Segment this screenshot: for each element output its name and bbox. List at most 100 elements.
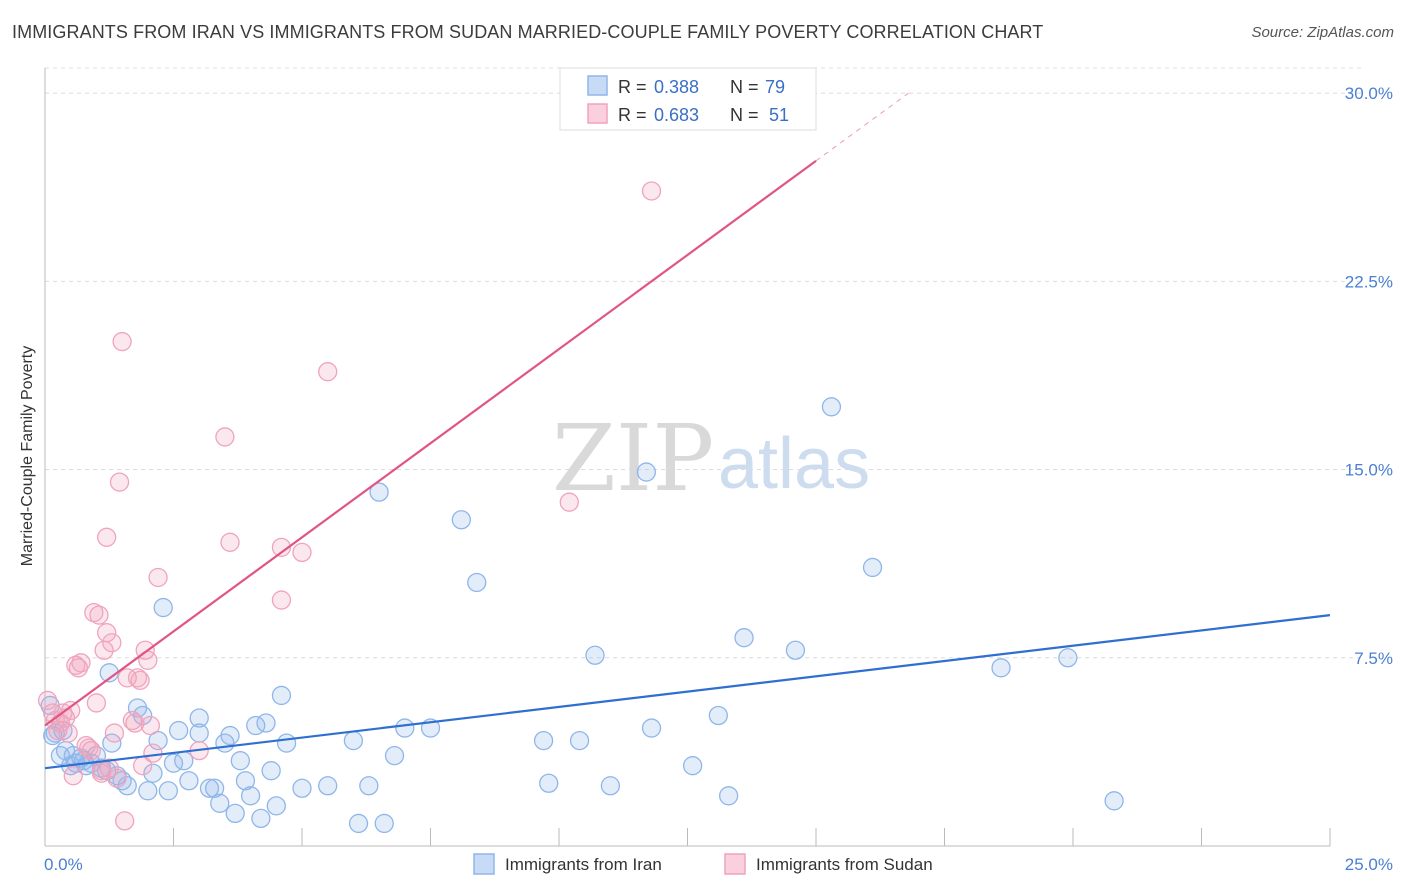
iran-point bbox=[225, 803, 245, 824]
iran-point bbox=[600, 776, 621, 796]
sudan-point bbox=[86, 693, 107, 713]
trend-lines bbox=[44, 92, 1331, 770]
iran-point bbox=[467, 572, 487, 593]
sudan-point bbox=[97, 623, 117, 643]
sudan-point bbox=[37, 690, 58, 711]
sudan-point bbox=[63, 766, 83, 786]
iran-point bbox=[117, 776, 137, 796]
iran-point bbox=[174, 751, 194, 771]
legend-swatch-iran bbox=[587, 75, 608, 96]
iran-point bbox=[343, 730, 364, 751]
y-tick-label: 15.0% bbox=[1345, 461, 1393, 480]
legend-r-label-iran: R = bbox=[618, 77, 647, 97]
sudan-point bbox=[66, 655, 86, 675]
iran-point bbox=[204, 778, 225, 798]
bottom-legend: Immigrants from Iran Immigrants from Sud… bbox=[473, 853, 933, 875]
sudan-point bbox=[79, 738, 99, 758]
iran-point bbox=[179, 771, 199, 791]
iran-point bbox=[148, 730, 168, 751]
y-tick-label: 7.5% bbox=[1354, 649, 1393, 668]
sudan-point bbox=[81, 740, 101, 761]
iran-point bbox=[153, 597, 173, 618]
sudan-point bbox=[125, 713, 145, 733]
iran-point bbox=[276, 733, 297, 753]
iran-point bbox=[821, 397, 842, 417]
iran-point bbox=[384, 746, 405, 766]
sudan-point bbox=[292, 542, 312, 563]
sudan-point bbox=[122, 710, 143, 731]
sudan-point bbox=[641, 181, 662, 201]
sudan-point bbox=[215, 427, 235, 447]
legend-n-value-sudan: 51 bbox=[769, 105, 789, 125]
iran-point bbox=[318, 776, 338, 796]
iran-point bbox=[240, 786, 261, 806]
iran-point bbox=[138, 781, 158, 801]
sudan-point bbox=[104, 723, 125, 743]
bottom-legend-swatch-sudan bbox=[724, 853, 746, 875]
sudan-point bbox=[109, 472, 130, 492]
iran-point bbox=[682, 756, 703, 776]
iran-point bbox=[158, 781, 179, 801]
iran-point bbox=[539, 773, 559, 793]
y-tick-label: 30.0% bbox=[1345, 84, 1393, 103]
iran-point bbox=[785, 640, 806, 660]
sudan-point bbox=[143, 743, 163, 763]
iran-point bbox=[261, 761, 281, 781]
iran-point bbox=[369, 482, 389, 502]
y-tick-labels: 7.5% 15.0% 22.5% 30.0% bbox=[1345, 84, 1393, 668]
watermark-atlas: atlas bbox=[718, 424, 870, 504]
iran-point bbox=[395, 718, 415, 738]
iran-point bbox=[718, 786, 739, 806]
legend-r-label-sudan: R = bbox=[618, 105, 647, 125]
iran-point bbox=[1058, 648, 1078, 668]
x-tick-label-end: 25.0% bbox=[1345, 855, 1393, 874]
legend-n-value-iran: 79 bbox=[765, 77, 785, 97]
iran-point bbox=[451, 510, 471, 530]
sudan-point bbox=[127, 668, 148, 688]
legend-n-label-sudan: N = bbox=[730, 105, 759, 125]
y-tick-label: 22.5% bbox=[1345, 272, 1393, 291]
chart-title: IMMIGRANTS FROM IRAN VS IMMIGRANTS FROM … bbox=[12, 22, 1044, 42]
iran-point bbox=[133, 705, 153, 726]
iran-point bbox=[235, 771, 256, 791]
iran-point bbox=[533, 730, 554, 751]
sudan-point bbox=[68, 658, 89, 678]
sudan-point bbox=[58, 723, 78, 743]
legend-r-value-iran: 0.388 bbox=[654, 77, 699, 97]
sudan-point bbox=[271, 590, 292, 610]
iran-point bbox=[168, 720, 189, 741]
sudan-point bbox=[89, 605, 109, 625]
watermark-zip: ZIP bbox=[552, 405, 714, 512]
iran-point bbox=[636, 462, 657, 482]
iran-point bbox=[991, 658, 1011, 678]
sudan-point bbox=[84, 602, 104, 623]
sudan-point bbox=[148, 567, 168, 588]
iran-point bbox=[251, 808, 271, 829]
iran-point bbox=[734, 628, 754, 648]
sudan-point bbox=[115, 811, 135, 831]
iran-point bbox=[256, 713, 276, 733]
bottom-legend-label-iran: Immigrants from Iran bbox=[505, 855, 662, 874]
iran-point bbox=[271, 685, 292, 706]
iran-trend-line bbox=[44, 614, 1331, 770]
sudan-point bbox=[318, 362, 338, 382]
legend-swatch-sudan bbox=[587, 103, 608, 124]
gridlines bbox=[45, 67, 1365, 659]
top-legend: R = 0.388 N = 79 R = 0.683 N = 51 bbox=[559, 67, 817, 131]
sudan-point bbox=[559, 492, 579, 512]
iran-point bbox=[585, 645, 605, 665]
sudan-trend-extension bbox=[815, 92, 909, 162]
iran-point bbox=[862, 557, 883, 578]
legend-r-value-sudan: 0.683 bbox=[654, 105, 699, 125]
source-label: Source: ZipAtlas.com bbox=[1251, 24, 1394, 41]
iran-point bbox=[359, 776, 379, 796]
sudan-point bbox=[112, 331, 132, 352]
iran-point bbox=[569, 730, 590, 751]
sudan-point bbox=[220, 532, 240, 552]
x-tick-labels: 0.0% 25.0% bbox=[44, 855, 1393, 874]
iran-point bbox=[210, 793, 230, 813]
sudan-point bbox=[61, 700, 81, 721]
sudan-trend-line bbox=[44, 159, 817, 727]
watermark: ZIP atlas bbox=[552, 405, 870, 512]
